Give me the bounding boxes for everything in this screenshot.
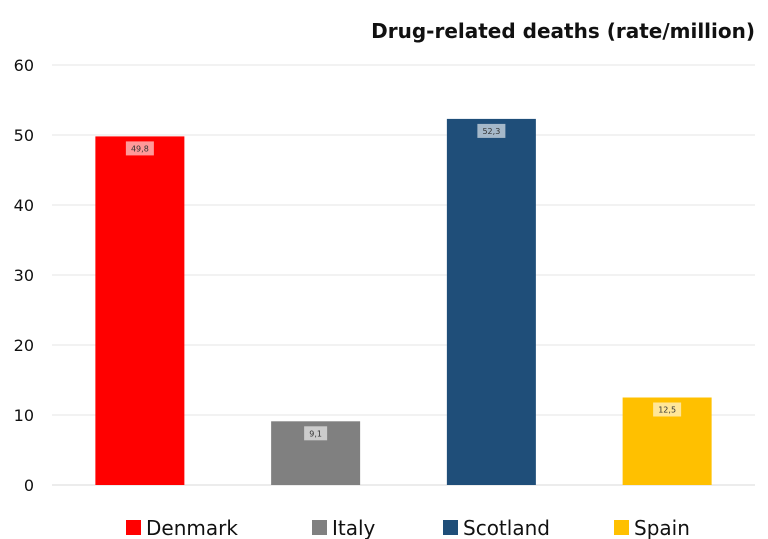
data-label: 9,1 xyxy=(309,429,322,438)
data-label: 52,3 xyxy=(482,127,500,136)
y-tick-label: 50 xyxy=(14,126,34,145)
chart-title: Drug-related deaths (rate/million) xyxy=(371,19,755,43)
legend-swatch-spain xyxy=(614,520,629,535)
legend-swatch-italy xyxy=(312,520,327,535)
legend-label-spain: Spain xyxy=(634,516,690,539)
legend-label-scotland: Scotland xyxy=(463,516,550,539)
legend-label-italy: Italy xyxy=(332,516,376,539)
legend-label-denmark: Denmark xyxy=(146,516,238,539)
y-tick-label: 10 xyxy=(14,406,34,425)
y-tick-label: 0 xyxy=(24,476,34,495)
y-tick-label: 60 xyxy=(14,56,34,75)
data-label: 49,8 xyxy=(131,144,149,153)
data-label-box xyxy=(477,123,506,138)
y-tick-label: 20 xyxy=(14,336,34,355)
data-labels: 49,8 9,1 52,3 12,5 xyxy=(125,123,682,441)
y-tick-label: 30 xyxy=(14,266,34,285)
bars xyxy=(95,118,712,486)
data-label-box xyxy=(125,141,154,156)
legend-swatch-denmark xyxy=(126,520,141,535)
legend-swatch-scotland xyxy=(443,520,458,535)
bar-scotland xyxy=(446,118,536,486)
y-axis: 0 10 20 30 40 50 60 xyxy=(14,56,34,495)
bar-denmark xyxy=(95,136,185,485)
data-label: 12,5 xyxy=(658,406,676,415)
data-label-box xyxy=(304,426,328,441)
legend: Denmark Italy Scotland Spain xyxy=(126,516,690,539)
y-tick-label: 40 xyxy=(14,196,34,215)
data-label-box xyxy=(653,402,682,417)
